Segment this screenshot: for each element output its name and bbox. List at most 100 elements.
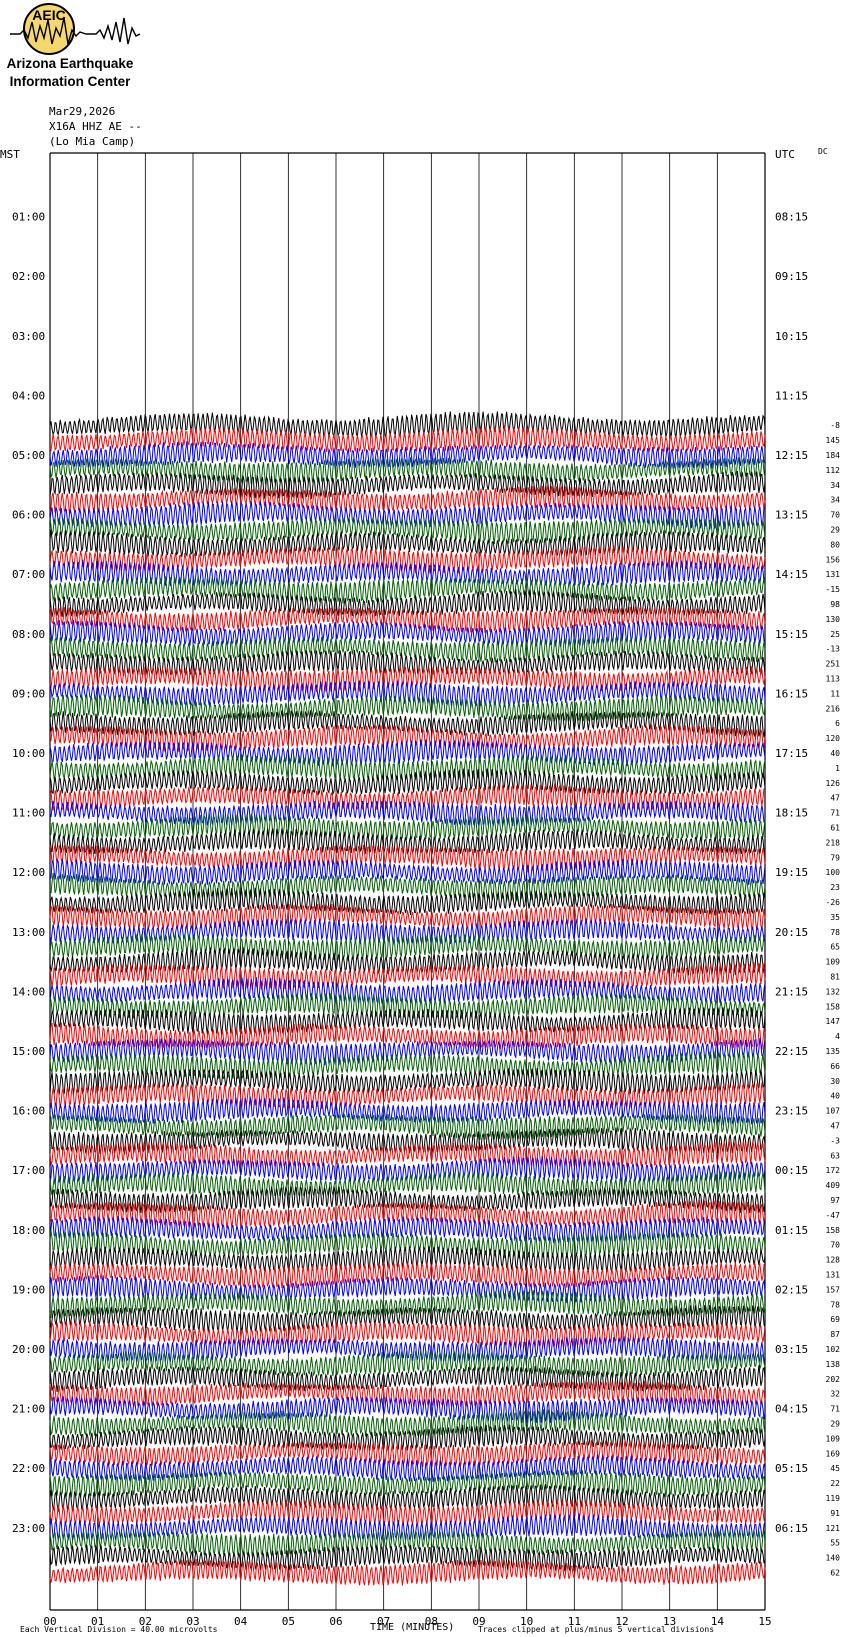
dc-offset-label: 107 (826, 1107, 841, 1116)
dc-offset-label: 156 (826, 555, 841, 564)
dc-offset-label: 47 (830, 794, 840, 803)
dc-offset-label: 147 (826, 1017, 841, 1026)
seismic-trace (49, 828, 766, 856)
dc-offset-label: 128 (826, 1256, 841, 1265)
x-tick-label: 00 (43, 1615, 56, 1628)
dc-offset-label: 4 (835, 1032, 840, 1041)
x-tick-labels: 00 01 02 03 04 05 06 07 08 09 10 11 12 13 14 15 (43, 1615, 771, 1628)
mst-hour-label: 21:00 (12, 1403, 45, 1416)
x-tick-label: 09 (472, 1615, 485, 1628)
dc-offset-label: 145 (826, 436, 841, 445)
seismic-trace (49, 1051, 766, 1080)
utc-hour-label: 00:15 (775, 1164, 808, 1177)
seismic-trace (49, 858, 766, 885)
seismic-trace (49, 1186, 766, 1214)
dc-offset-label: 157 (826, 1285, 841, 1294)
utc-hour-label: 03:15 (775, 1343, 808, 1356)
seismic-trace (49, 606, 766, 633)
seismic-trace (49, 1321, 766, 1349)
utc-hour-label: 04:15 (775, 1403, 808, 1416)
seismic-trace (49, 739, 766, 767)
seismic-trace (49, 1170, 766, 1198)
utc-hour-label: 02:15 (775, 1283, 808, 1296)
seismic-trace (49, 1096, 766, 1126)
utc-axis-label: UTC (775, 148, 795, 161)
dc-offset-label: 30 (830, 1077, 840, 1086)
dc-offset-label: 130 (826, 615, 841, 624)
dc-offset-label: 184 (826, 451, 841, 460)
hour-labels: 01:00 08:15 02:00 09:15 03:00 10:15 04:00 11:15… (12, 211, 808, 1535)
mst-hour-label: 20:00 (12, 1343, 45, 1356)
dc-offset-label: 65 (830, 943, 840, 952)
x-tick-label: 13 (663, 1615, 676, 1628)
logo-name-line2: Information Center (10, 74, 132, 89)
dc-offset-label: 109 (826, 958, 841, 967)
dc-offset-label: 66 (830, 1062, 840, 1071)
dc-offset-label: -47 (826, 1211, 841, 1220)
seismic-trace (49, 1068, 766, 1096)
seismic-trace (49, 1261, 766, 1289)
dc-offset-label: 135 (826, 1047, 841, 1056)
dc-offset-label: 126 (826, 779, 841, 788)
utc-hour-label: 09:15 (775, 270, 808, 283)
utc-hour-label: 08:15 (775, 211, 808, 224)
mst-hour-label: 15:00 (12, 1045, 45, 1058)
seismic-trace (49, 844, 766, 873)
clip-note: Traces clipped at plus/minus 5 vertical … (478, 1625, 715, 1634)
x-tick-label: 11 (568, 1615, 581, 1628)
utc-hour-label: 20:15 (775, 926, 808, 939)
dc-offset-label: 25 (830, 630, 840, 639)
mst-hour-label: 16:00 (12, 1105, 45, 1118)
dc-offset-label: -13 (826, 645, 841, 654)
dc-offset-label: -26 (826, 898, 841, 907)
seismic-trace (49, 1365, 766, 1392)
dc-offset-label: 109 (826, 1434, 841, 1443)
dc-offset-label: 29 (830, 1420, 840, 1429)
dc-offset-label: 112 (826, 466, 841, 475)
seismic-trace (49, 588, 766, 618)
seismic-trace (49, 1469, 766, 1498)
utc-hour-label: 11:15 (775, 389, 808, 402)
seismic-trace (49, 1230, 766, 1259)
mst-hour-label: 17:00 (12, 1164, 45, 1177)
seismic-trace (49, 650, 766, 677)
dc-offset-label: 40 (830, 1092, 840, 1101)
dc-offset-label: 158 (826, 1002, 841, 1011)
dc-offset-label: 131 (826, 1271, 841, 1280)
dc-offset-label: 47 (830, 1122, 840, 1131)
mst-hour-label: 01:00 (12, 211, 45, 224)
seismic-trace (49, 500, 766, 530)
mst-hour-label: 05:00 (12, 449, 45, 462)
seismic-trace (49, 1380, 766, 1408)
seismic-trace (49, 680, 766, 708)
utc-hour-label: 22:15 (775, 1045, 808, 1058)
x-tick-label: 06 (329, 1615, 342, 1628)
dc-offset-label: 35 (830, 913, 840, 922)
dc-offset-label: 69 (830, 1315, 840, 1324)
dc-axis-label: DC (818, 147, 828, 156)
utc-hour-label: 21:15 (775, 985, 808, 998)
mst-hour-label: 14:00 (12, 985, 45, 998)
dc-offset-label: 78 (830, 1300, 840, 1309)
seismic-trace (49, 529, 766, 558)
dc-offset-label: 22 (830, 1479, 840, 1488)
dc-offset-label: -8 (830, 421, 840, 430)
dc-offset-label: 61 (830, 824, 840, 833)
seismic-trace (49, 457, 766, 485)
dc-offset-label: 121 (826, 1524, 841, 1533)
seismic-trace (49, 1155, 766, 1185)
seismic-trace (49, 1275, 766, 1304)
seismic-trace (49, 783, 766, 811)
mst-hour-label: 06:00 (12, 509, 45, 522)
dc-offset-label: 6 (835, 719, 840, 728)
dc-offset-label: 70 (830, 511, 840, 520)
dc-offset-label: 34 (830, 496, 840, 505)
dc-offset-label: 218 (826, 838, 841, 847)
dc-offset-labels: -81451841123434702980156131-159813025-13… (826, 421, 841, 1577)
dc-offset-label: 71 (830, 809, 840, 818)
dc-offset-label: -15 (826, 585, 841, 594)
dc-offset-label: -3 (830, 1136, 840, 1145)
seismic-trace (49, 754, 766, 781)
x-tick-label: 03 (186, 1615, 199, 1628)
